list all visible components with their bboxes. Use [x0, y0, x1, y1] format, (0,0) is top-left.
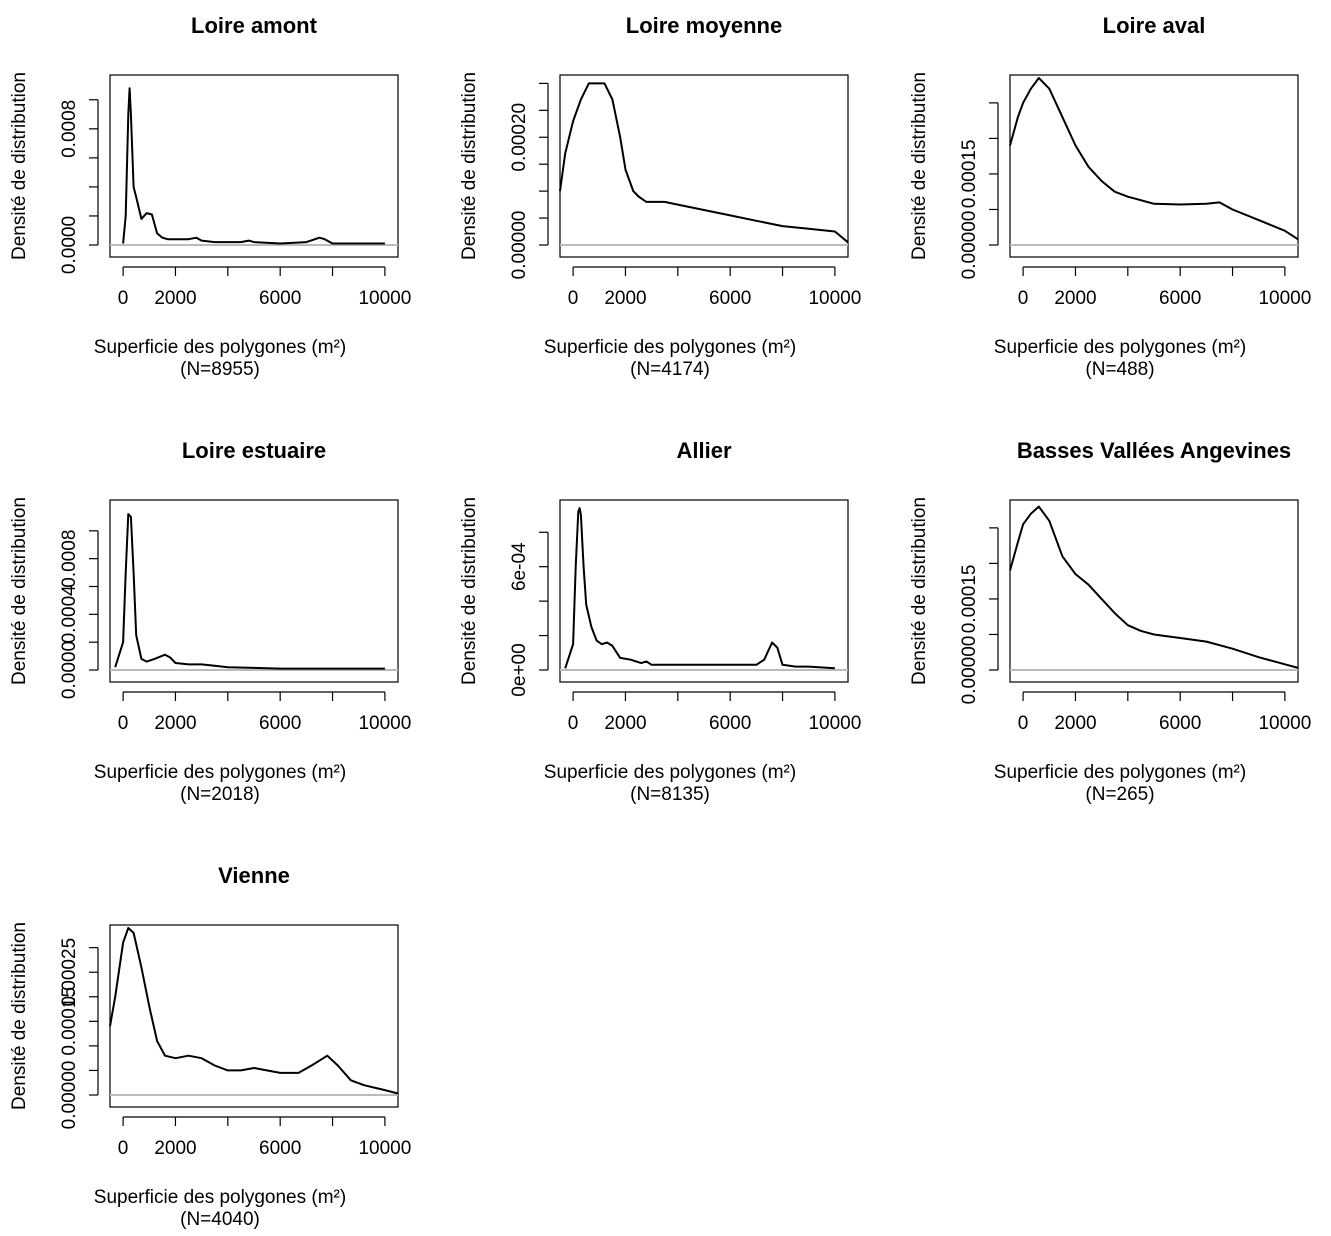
plot-frame	[109, 499, 399, 683]
y-tick-label: 0.00000	[59, 1061, 80, 1130]
panel-title: Loire moyenne	[626, 13, 782, 38]
sample-size-label: (N=8955)	[180, 359, 260, 380]
x-axis-label: Superficie des polygones (m²)	[544, 337, 796, 358]
sample-size-label: (N=4174)	[630, 359, 710, 380]
sample-size-label: (N=8135)	[630, 784, 710, 805]
y-tick-label: 0.0008	[59, 100, 80, 158]
x-axis-label: Superficie des polygones (m²)	[544, 762, 796, 783]
y-axis-label: Densité de distribution	[459, 497, 480, 685]
y-tick-label: 0.0008	[59, 530, 80, 588]
x-tick-label: 0	[118, 288, 129, 309]
panel-2: Loire moyenne 0 2000 6000 10000 0.00000 0.0002…	[459, 13, 861, 380]
panel-title: Loire estuaire	[182, 438, 326, 463]
y-axis-label: Densité de distribution	[9, 72, 30, 260]
x-tick-label: 0	[118, 713, 129, 734]
panel-6: Basses Vallées Angevines 0 2000 6000 10000 0.…	[909, 438, 1311, 805]
plot-frame	[559, 499, 849, 683]
x-tick-label: 2000	[604, 713, 646, 734]
x-tick-label: 2000	[1054, 713, 1096, 734]
panel-7: Vienne 0 2000 6000 10000 0.00000 0.000150.0002…	[9, 863, 411, 1230]
x-axis-label: Superficie des polygones (m²)	[994, 337, 1246, 358]
density-line	[1009, 505, 1299, 669]
y-tick-label: 0.0000	[59, 216, 80, 274]
y-tick-label: 0.00020	[509, 103, 530, 172]
x-tick-label: 0	[118, 1138, 129, 1159]
x-tick-label: 10000	[808, 288, 861, 309]
x-tick-label: 10000	[358, 1138, 411, 1159]
plot-frame	[559, 74, 849, 258]
sample-size-label: (N=4040)	[180, 1209, 260, 1230]
x-tick-label: 6000	[1159, 713, 1201, 734]
y-tick-label: 0.0000	[59, 641, 80, 699]
y-tick-label: 6e-04	[509, 542, 530, 591]
panel-title: Loire aval	[1103, 13, 1206, 38]
x-tick-label: 10000	[808, 713, 861, 734]
y-tick-label: 0.00015	[59, 987, 80, 1056]
density-line	[1009, 77, 1299, 241]
density-line	[109, 927, 399, 1095]
x-axis-label: Superficie des polygones (m²)	[94, 762, 346, 783]
panel-title: Loire amont	[191, 13, 318, 38]
y-tick-label: 0.00000	[959, 211, 980, 280]
x-tick-label: 6000	[709, 288, 751, 309]
x-tick-label: 2000	[604, 288, 646, 309]
density-line	[122, 87, 385, 245]
y-axis-label: Densité de distribution	[909, 72, 930, 260]
density-line	[114, 513, 385, 670]
x-tick-label: 2000	[154, 713, 196, 734]
x-tick-label: 10000	[1258, 288, 1311, 309]
x-tick-label: 0	[568, 288, 579, 309]
x-tick-label: 2000	[1054, 288, 1096, 309]
x-axis-label: Superficie des polygones (m²)	[94, 1187, 346, 1208]
panel-1: Loire amont 0 2000 6000 10000 0.0000 0.0008 Den…	[9, 13, 411, 380]
x-tick-label: 2000	[154, 1138, 196, 1159]
x-axis-label: Superficie des polygones (m²)	[94, 337, 346, 358]
sample-size-label: (N=265)	[1085, 784, 1154, 805]
plot-frame	[109, 74, 399, 258]
y-tick-label: 0.00000	[959, 636, 980, 705]
sample-size-label: (N=488)	[1085, 359, 1154, 380]
y-tick-label: 0e+00	[509, 643, 530, 696]
x-tick-label: 6000	[709, 713, 751, 734]
sample-size-label: (N=2018)	[180, 784, 260, 805]
y-axis-label: Densité de distribution	[9, 497, 30, 685]
x-tick-label: 0	[1018, 288, 1029, 309]
panel-title: Vienne	[218, 863, 290, 888]
panel-title: Allier	[676, 438, 731, 463]
x-tick-label: 6000	[1159, 288, 1201, 309]
y-tick-label: 0.00015	[959, 140, 980, 209]
x-tick-label: 10000	[358, 713, 411, 734]
plot-frame	[1009, 499, 1299, 683]
plot-frame	[109, 924, 399, 1108]
x-tick-label: 10000	[1258, 713, 1311, 734]
x-tick-label: 6000	[259, 713, 301, 734]
x-tick-label: 0	[1018, 713, 1029, 734]
y-axis-label: Densité de distribution	[909, 497, 930, 685]
y-axis-label: Densité de distribution	[459, 72, 480, 260]
panel-4: Loire estuaire 0 2000 6000 10000 0.00000.0004…	[9, 438, 411, 805]
y-tick-label: 0.00015	[959, 565, 980, 634]
y-tick-label: 0.0004	[59, 585, 80, 644]
x-tick-label: 6000	[259, 288, 301, 309]
x-tick-label: 2000	[154, 288, 196, 309]
y-tick-label: 0.00000	[509, 211, 530, 280]
x-tick-label: 10000	[358, 288, 411, 309]
panel-title: Basses Vallées Angevines	[1017, 438, 1291, 463]
y-axis-label: Densité de distribution	[9, 922, 30, 1110]
x-axis-label: Superficie des polygones (m²)	[994, 762, 1246, 783]
plot-frame	[1009, 74, 1299, 258]
panel-5: Allier 0 2000 6000 10000 0e+00 6e-04 Densité de…	[459, 438, 861, 805]
density-line	[564, 507, 835, 670]
y-tick-label: 0.00025	[59, 938, 80, 1007]
x-tick-label: 0	[568, 713, 579, 734]
x-tick-label: 6000	[259, 1138, 301, 1159]
density-line	[559, 82, 849, 244]
